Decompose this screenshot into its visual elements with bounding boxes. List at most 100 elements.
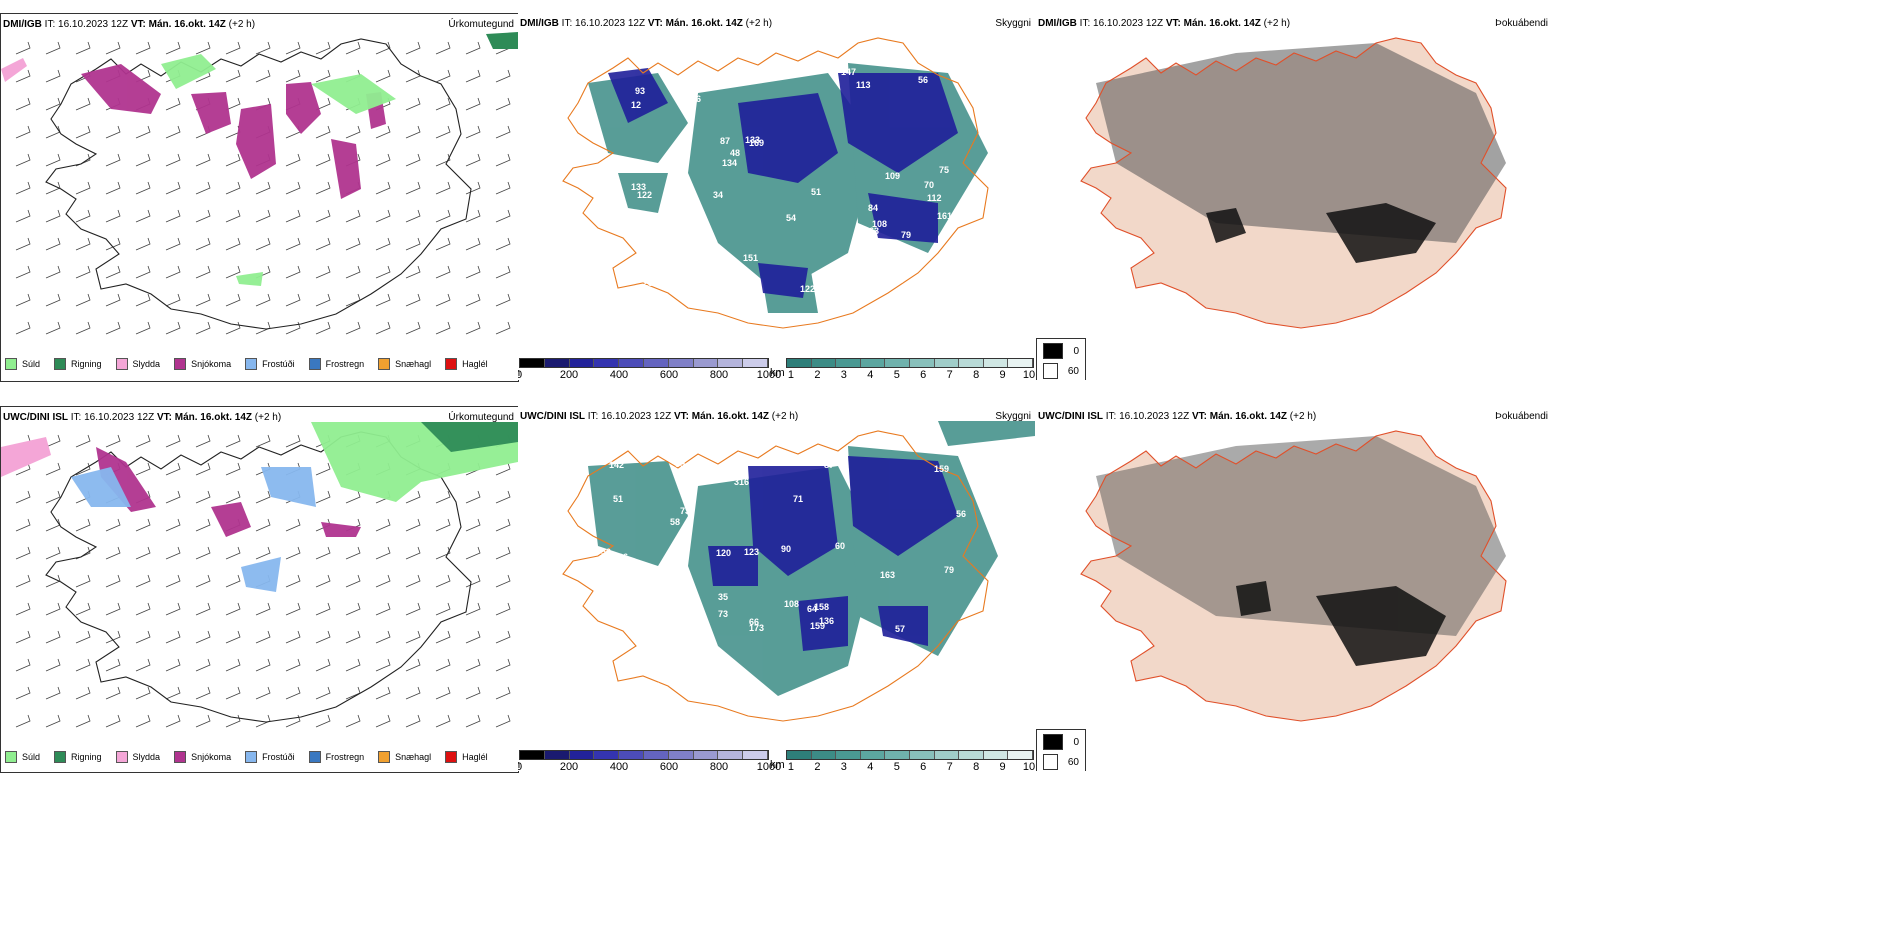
colorbar-tick: 8 [973, 369, 980, 380]
wind-barb [285, 321, 301, 335]
cloud-base-value: 147 [841, 67, 856, 77]
ptype-legend-item: Rigning [54, 358, 102, 370]
cloud-base-value: 50 [601, 547, 611, 557]
wind-barb [195, 602, 211, 616]
colorbar-tick: 400 [609, 369, 629, 380]
colorbar-tick: 600 [659, 761, 679, 771]
wind-barb [285, 153, 301, 167]
wind-barb [15, 209, 31, 223]
wind-barb [195, 209, 211, 223]
ptype-swatch [445, 358, 458, 370]
wind-barb [435, 265, 451, 279]
wind-barb [105, 321, 121, 335]
wind-barb [405, 546, 421, 560]
wind-barb [45, 714, 61, 728]
ptype-swatch [54, 358, 67, 370]
wind-barb [15, 181, 31, 195]
wind-barb [405, 125, 421, 139]
wind-barb [165, 658, 181, 672]
wind-barb [405, 41, 421, 55]
wind-barb [105, 41, 121, 55]
wind-barb [255, 69, 271, 83]
wind-barb [225, 686, 241, 700]
wind-barb [465, 209, 481, 223]
colorbar-tick: 800 [709, 369, 729, 380]
cloud-base-value: 87 [720, 136, 730, 146]
wind-barb [15, 265, 31, 279]
wind-barb [285, 574, 301, 588]
wind-barb [465, 714, 481, 728]
cloud-base-value: 108 [872, 219, 887, 229]
wind-barb [195, 153, 211, 167]
wind-barb [75, 518, 91, 532]
wind-barb [75, 265, 91, 279]
wind-barb [375, 209, 391, 223]
cloud-base-value: 168 [645, 681, 660, 691]
ptype-legend-item: Snjókoma [174, 358, 231, 370]
cloud-base-value: 93 [635, 86, 645, 96]
cloud-panel-row1: DMI/IGB IT: 16.10.2023 12Z VT: Mán. 16.o… [518, 13, 1035, 380]
cloud-base-value: 77 [854, 688, 864, 698]
cloud-base-value: 169 [749, 138, 764, 148]
wind-barb [285, 630, 301, 644]
colorbar-tick: 7 [946, 369, 953, 380]
panel-title: Þokuábendi [1495, 18, 1548, 29]
wind-barb [435, 237, 451, 251]
wind-barb [255, 181, 271, 195]
colorbar-tick: 200 [559, 369, 579, 380]
wind-barb [255, 237, 271, 251]
ptype-legend-item: Slydda [115, 358, 160, 370]
wind-barb [315, 153, 331, 167]
wind-barb [195, 265, 211, 279]
wind-barb [315, 602, 331, 616]
ptype-label: Snæhagl [395, 752, 432, 762]
wind-barb [195, 237, 211, 251]
fog-legend: 0 60 [1036, 338, 1086, 380]
cloud-base-labels: 84 112 231 157 169 129 117 113 87 126 12 133 93 117 15… [631, 67, 973, 309]
wind-barb [255, 546, 271, 560]
wind-barb [405, 658, 421, 672]
colorbar-tick: 5 [893, 761, 900, 771]
wind-barb [465, 321, 481, 335]
cloud-base-value: 60 [674, 227, 684, 237]
wind-barb [135, 321, 151, 335]
wind-barb [135, 181, 151, 195]
wind-barb [165, 265, 181, 279]
wind-barb [405, 237, 421, 251]
wind-barb [315, 181, 331, 195]
cloud-base-value: 122 [637, 190, 652, 200]
wind-barb [405, 490, 421, 504]
cloud-base-value: 123 [744, 547, 759, 557]
cloud-base-value: 51 [613, 494, 623, 504]
cloud-base-value: 99 [675, 459, 685, 469]
wind-barb [105, 546, 121, 560]
cloud-base-value: 141 [958, 67, 973, 77]
cloud-base-value: 134 [722, 158, 737, 168]
wind-barb [75, 434, 91, 448]
colorbar-tick: 1000 [756, 369, 782, 380]
wind-barb [165, 434, 181, 448]
wind-barb [375, 686, 391, 700]
colorbar-tick: 1 [787, 369, 795, 380]
wind-barb [15, 97, 31, 111]
wind-barb [225, 462, 241, 476]
wind-barb [165, 181, 181, 195]
wind-barb [75, 658, 91, 672]
wind-barb [105, 602, 121, 616]
wind-barb [345, 125, 361, 139]
wind-barb [495, 518, 511, 532]
wind-barb [195, 574, 211, 588]
colorbar-tick: 10 [1022, 369, 1035, 380]
wind-barb [135, 462, 151, 476]
wind-barb [225, 602, 241, 616]
cloud-base-value: 87 [599, 641, 609, 651]
wind-barb [165, 630, 181, 644]
wind-barb [435, 686, 451, 700]
visibility-colorbar: km 1 2 3 4 5 6 7 8 9 10 [770, 358, 1035, 380]
wind-barb [105, 209, 121, 223]
cloud-base-value: 142 [609, 460, 624, 470]
wind-barb [45, 602, 61, 616]
fog-panel-row2: UWC/DINI ISL IT: 16.10.2023 12Z VT: Mán.… [1036, 406, 1552, 771]
wind-barb [465, 293, 481, 307]
fog-shading [1096, 43, 1506, 243]
